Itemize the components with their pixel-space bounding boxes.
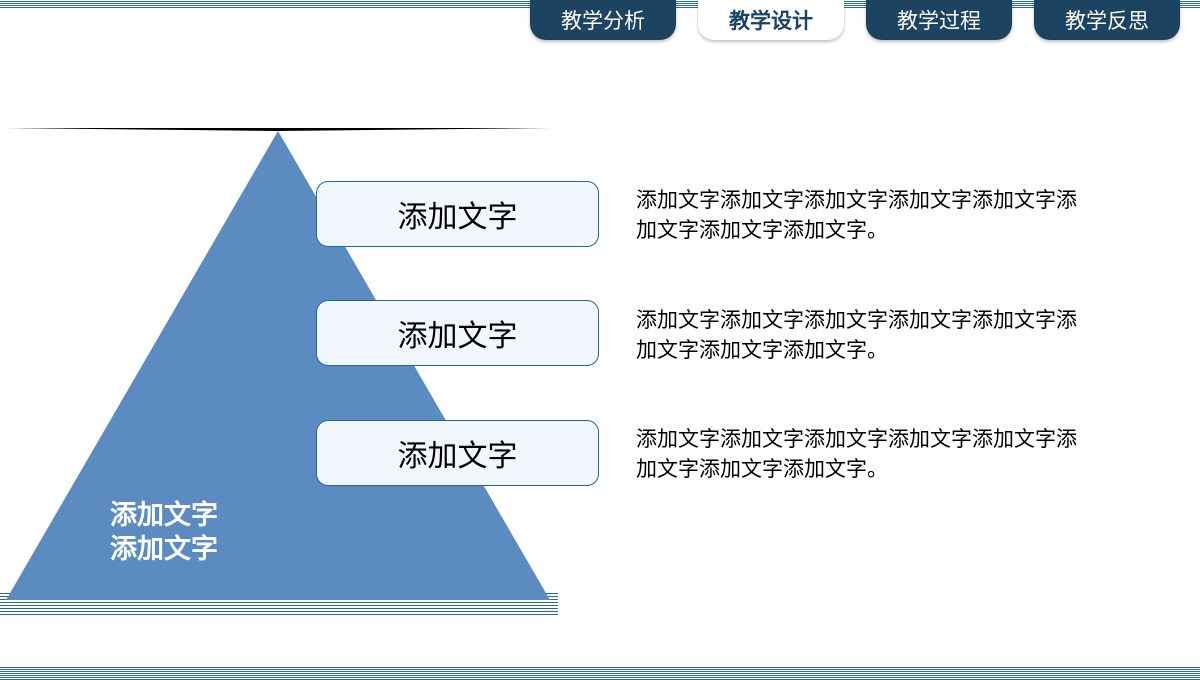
tab-label: 教学分析 [561,5,645,35]
level-pill-2: 添加文字 [316,300,599,366]
triangle-caption: 添加文字 添加文字 [110,499,218,567]
triangle-caption-line1: 添加文字 [110,499,218,533]
tab-label: 教学设计 [729,5,813,35]
level-pill-3: 添加文字 [316,420,599,486]
triangle-caption-line2: 添加文字 [110,533,218,567]
nav-tabs: 教学分析 教学设计 教学过程 教学反思 [530,0,1180,40]
level-desc-1: 添加文字添加文字添加文字添加文字添加文字添加文字添加文字添加文字。 [636,186,1081,247]
level-pill-1: 添加文字 [316,181,599,247]
pill-label: 添加文字 [398,431,518,475]
tab-process[interactable]: 教学过程 [866,0,1012,40]
tab-label: 教学过程 [897,5,981,35]
bottom-border-lines [0,666,1200,680]
level-desc-2: 添加文字添加文字添加文字添加文字添加文字添加文字添加文字添加文字。 [636,306,1081,367]
tab-analysis[interactable]: 教学分析 [530,0,676,40]
tab-label: 教学反思 [1065,5,1149,35]
slide: 教学分析 教学设计 教学过程 教学反思 添加文字 添加文字 添加文字 添加文字 … [0,0,1200,680]
tab-design[interactable]: 教学设计 [698,0,844,40]
pill-label: 添加文字 [398,192,518,236]
level-desc-3: 添加文字添加文字添加文字添加文字添加文字添加文字添加文字添加文字。 [636,425,1081,486]
pill-label: 添加文字 [398,311,518,355]
tab-reflection[interactable]: 教学反思 [1034,0,1180,40]
